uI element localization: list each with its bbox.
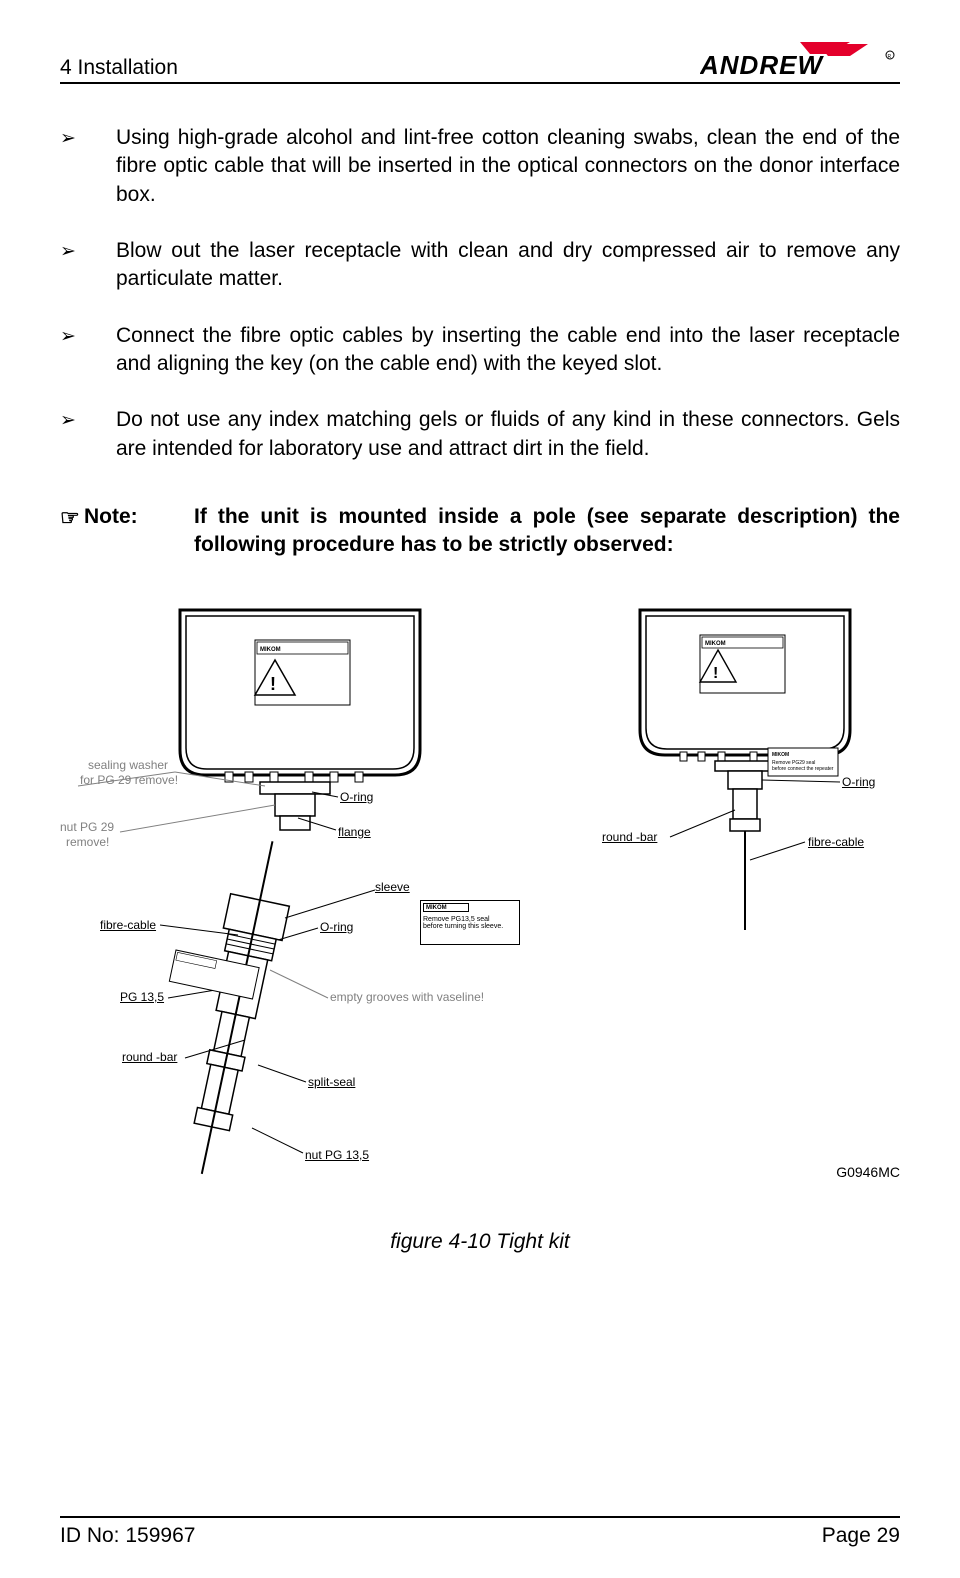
page: 4 Installation ANDREW R ➢ Using high-gra… <box>0 0 960 1578</box>
instruction-box: MIKOM Remove PG13,5 seal before turning … <box>420 900 520 945</box>
fig-label: sleeve <box>375 880 410 894</box>
fig-label: split-seal <box>308 1075 355 1089</box>
bullet-item: ➢ Connect the fibre optic cables by inse… <box>60 322 900 379</box>
fig-label: nut PG 13,5 <box>305 1148 369 1162</box>
bullet-marker-icon: ➢ <box>60 406 116 434</box>
fig-label: nut PG 29 <box>60 820 114 834</box>
svg-text:MIKOM: MIKOM <box>705 641 726 647</box>
footer-page: Page 29 <box>822 1524 900 1548</box>
fig-label: remove! <box>66 835 109 849</box>
note-text: If the unit is mounted inside a pole (se… <box>194 503 900 560</box>
fig-label: O-ring <box>340 790 373 804</box>
figure-area: MIKOM ! <box>60 600 900 1220</box>
note-block: ☞ Note: If the unit is mounted inside a … <box>60 503 900 560</box>
bullet-text: Connect the fibre optic cables by insert… <box>116 322 900 379</box>
bullet-text: Do not use any index matching gels or fl… <box>116 406 900 463</box>
fig-label: sealing washer <box>88 758 168 772</box>
svg-text:!: ! <box>713 665 718 682</box>
svg-text:!: ! <box>270 674 276 694</box>
fig-label: O-ring <box>320 920 353 934</box>
fig-label: round -bar <box>602 830 657 844</box>
box-brand: MIKOM <box>423 903 469 912</box>
right-diagram-svg: MIKOM ! MIKOM Remove PG29 seal before co… <box>600 600 900 940</box>
page-footer: ID No: 159967 Page 29 <box>60 1516 900 1548</box>
bullet-text: Blow out the laser receptacle with clean… <box>116 237 900 294</box>
fig-label: O-ring <box>842 775 875 789</box>
bullet-item: ➢ Do not use any index matching gels or … <box>60 406 900 463</box>
fig-label: PG 13,5 <box>120 990 164 1004</box>
fig-label: fibre-cable <box>100 918 156 932</box>
bullet-marker-icon: ➢ <box>60 237 116 265</box>
brand-logo: ANDREW R <box>700 40 900 80</box>
fig-label: empty grooves with vaseline! <box>330 990 484 1004</box>
fig-label: for PG 29 remove! <box>80 773 178 787</box>
svg-text:before connect the repeater: before connect the repeater <box>772 766 834 772</box>
bullet-marker-icon: ➢ <box>60 322 116 350</box>
svg-text:ANDREW: ANDREW <box>700 50 824 80</box>
fig-label: fibre-cable <box>808 835 864 849</box>
bullet-item: ➢ Using high-grade alcohol and lint-free… <box>60 124 900 209</box>
figure-caption: figure 4-10 Tight kit <box>60 1230 900 1254</box>
figure-reference-code: G0946MC <box>836 1164 900 1180</box>
bullet-marker-icon: ➢ <box>60 124 116 152</box>
bullet-text: Using high-grade alcohol and lint-free c… <box>116 124 900 209</box>
box-line: before turning this sleeve. <box>423 923 517 930</box>
pointing-hand-icon: ☞ <box>60 503 84 533</box>
bullet-list: ➢ Using high-grade alcohol and lint-free… <box>60 124 900 463</box>
section-title: 4 Installation <box>60 56 178 80</box>
footer-id: ID No: 159967 <box>60 1524 195 1548</box>
svg-text:MIKOM: MIKOM <box>260 647 281 653</box>
svg-text:R: R <box>888 54 892 60</box>
bullet-item: ➢ Blow out the laser receptacle with cle… <box>60 237 900 294</box>
fig-label: flange <box>338 825 371 839</box>
page-header: 4 Installation ANDREW R <box>60 40 900 84</box>
note-label: Note: <box>84 503 194 531</box>
box-line: Remove PG13,5 seal <box>423 916 517 923</box>
fig-label: round -bar <box>122 1050 177 1064</box>
svg-text:MIKOM: MIKOM <box>772 752 789 758</box>
